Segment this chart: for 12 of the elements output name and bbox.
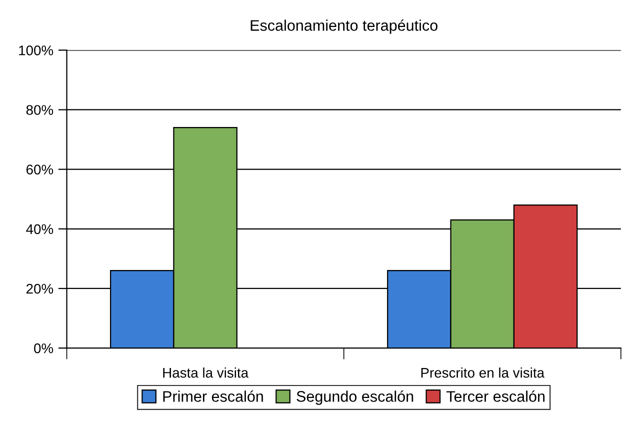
y-tick-label: 0% bbox=[34, 343, 54, 354]
y-tick-label: 40% bbox=[26, 224, 54, 234]
y-tick-label: 100% bbox=[19, 45, 54, 56]
y-tick-label: 20% bbox=[26, 284, 54, 294]
y-tick-label: 60% bbox=[26, 164, 54, 174]
legend-label: Tercer escalón bbox=[446, 390, 544, 402]
chart-title: Escalonamiento terapéutico bbox=[250, 19, 438, 34]
legend-label: Segundo escalón bbox=[296, 390, 414, 405]
x-tick-label: Hasta la visita bbox=[163, 368, 249, 378]
x-tick-label: Prescrito en la visita bbox=[421, 368, 544, 378]
y-tick-label: 80% bbox=[26, 105, 54, 115]
legend-label: Primer escalón bbox=[163, 390, 263, 402]
